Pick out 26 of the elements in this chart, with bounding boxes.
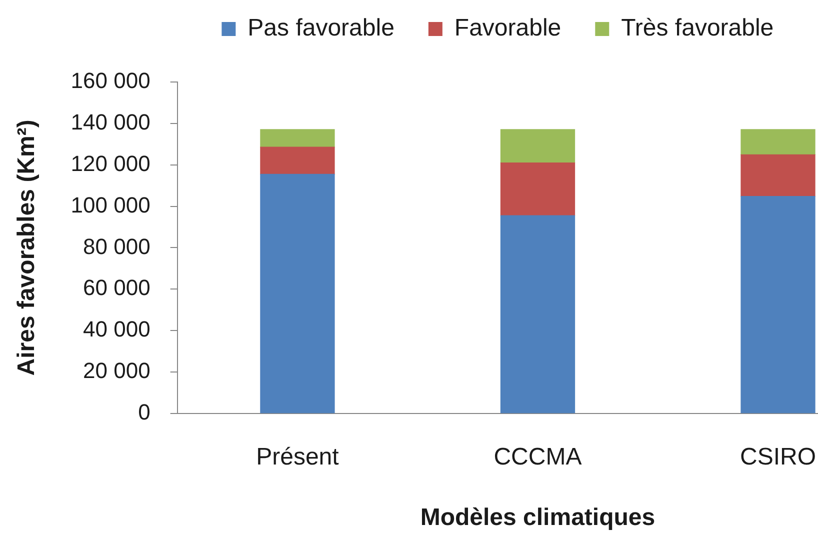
legend-label: Pas favorable [248,14,394,42]
legend-label: Très favorable [621,14,774,42]
bar [260,174,335,414]
bar [740,196,816,414]
y-tick-label: 0 [138,399,150,424]
bar [500,215,576,414]
legend-label: Favorable [454,14,562,42]
y-tick-label: 120 000 [70,150,150,176]
x-tick-label: CSIRO [740,443,816,470]
y-tick-label: 60 000 [83,275,150,300]
bar [260,146,335,174]
bar [260,129,335,148]
bar [740,129,816,156]
x-axis-title: Modèles climatiques [420,504,656,532]
x-tick-label: Présent [256,443,340,470]
bar [500,162,576,216]
y-tick-label: 20 000 [83,358,150,384]
y-tick-label: 40 000 [83,316,150,342]
y-tick-label: 160 000 [70,68,150,94]
bar [740,154,816,197]
y-axis-title: Aires favorables (Km²) [13,120,40,376]
bar [500,129,576,164]
y-tick-label: 100 000 [70,192,150,218]
x-tick-label: CCCMA [494,443,582,470]
y-tick-label: 80 000 [83,234,150,259]
y-tick-label: 140 000 [70,109,150,134]
